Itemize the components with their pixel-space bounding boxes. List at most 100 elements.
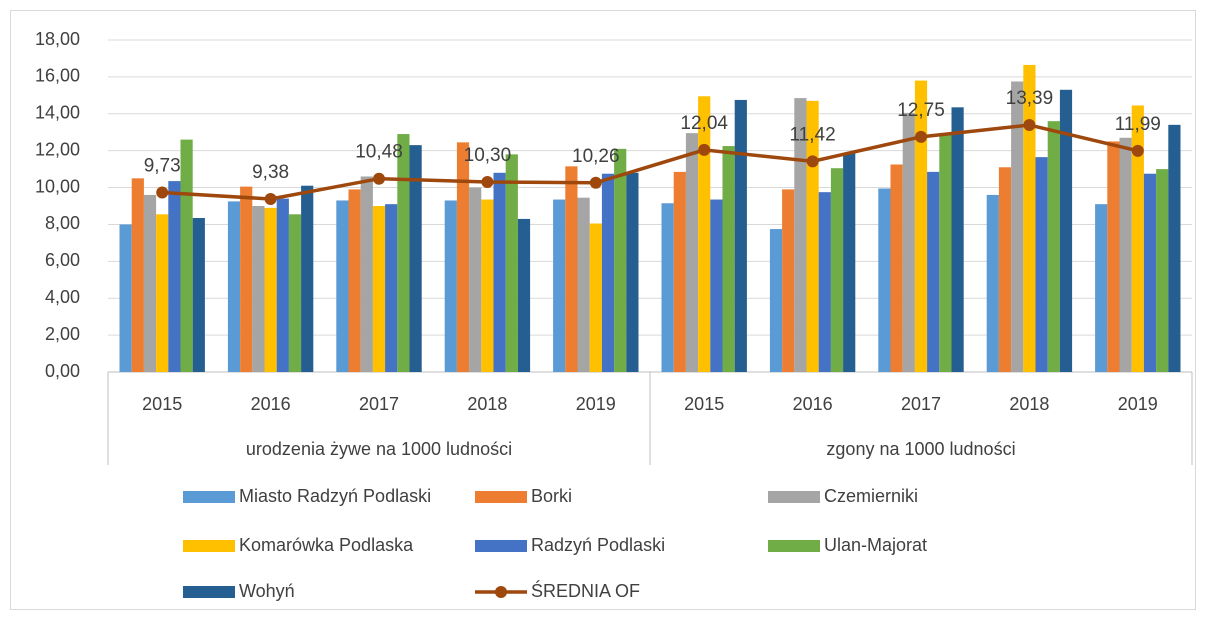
line-marker: [915, 130, 927, 143]
group-label: urodzenia żywe na 1000 ludności: [246, 439, 512, 459]
legend-swatch: [768, 491, 820, 503]
legend-label: Czemierniki: [824, 486, 918, 506]
bar: [986, 194, 999, 372]
line-marker: [156, 186, 169, 199]
group-label: zgony na 1000 ludności: [826, 439, 1015, 459]
bar: [565, 166, 578, 372]
bar: [939, 134, 952, 372]
bar: [444, 200, 457, 372]
legend-label: Ulan-Majorat: [824, 535, 927, 555]
x-tick-label: 2016: [251, 394, 291, 414]
bar: [372, 206, 386, 372]
x-tick-label: 2015: [684, 394, 724, 414]
bar: [951, 107, 964, 373]
bar: [589, 223, 602, 372]
data-label: 10,48: [355, 142, 403, 163]
data-label: 9,38: [252, 162, 289, 183]
bar: [505, 154, 518, 372]
bar: [180, 139, 193, 372]
bar: [397, 134, 410, 372]
bar: [878, 188, 891, 372]
bar: [1035, 157, 1048, 372]
y-tick-label: 2,00: [45, 324, 80, 344]
bar: [685, 133, 699, 372]
bar: [481, 199, 494, 372]
y-tick-label: 16,00: [35, 66, 80, 86]
bar: [769, 229, 783, 372]
bar: [336, 200, 349, 372]
legend-label: Wohyń: [239, 581, 295, 601]
bar: [830, 168, 844, 372]
x-tick-label: 2017: [901, 394, 941, 414]
bar: [1095, 204, 1108, 372]
bar: [1156, 169, 1169, 372]
bar: [1047, 121, 1060, 373]
bar: [227, 201, 241, 372]
bar: [890, 164, 903, 372]
bar: [698, 96, 711, 372]
legend-swatch-marker: [495, 586, 507, 598]
data-label: 13,39: [1006, 88, 1054, 109]
line: [162, 123, 1139, 201]
data-label: 9,73: [144, 156, 181, 177]
bar: [1011, 81, 1024, 372]
bar: [1107, 141, 1120, 372]
line-marker: [698, 143, 711, 156]
legend-label: Komarówka Podlaska: [239, 535, 414, 555]
bar: [276, 198, 289, 372]
y-tick-label: 6,00: [45, 250, 80, 270]
bar: [673, 171, 686, 372]
x-tick-label: 2019: [576, 394, 616, 414]
bar: [577, 197, 590, 372]
legend-swatch: [768, 540, 820, 552]
bar: [902, 112, 915, 372]
legend-label: Radzyń Podlaski: [531, 535, 665, 555]
legend-swatch: [475, 491, 527, 503]
bar: [143, 194, 157, 372]
y-tick-label: 14,00: [35, 103, 80, 123]
bar: [1143, 173, 1157, 372]
x-tick-label: 2018: [467, 394, 507, 414]
x-tick-label: 2016: [793, 394, 833, 414]
bar: [385, 204, 398, 372]
y-tick-label: 0,00: [45, 361, 80, 381]
bar: [601, 173, 615, 372]
bar: [722, 146, 735, 372]
bar: [288, 214, 302, 372]
data-label: 11,42: [790, 124, 836, 145]
bar: [1023, 64, 1036, 373]
bar: [192, 217, 205, 372]
line-marker: [481, 176, 494, 189]
data-label: 12,04: [680, 113, 728, 134]
bar: [661, 203, 674, 372]
bar: [734, 99, 747, 372]
bar: [301, 185, 314, 372]
bar: [517, 218, 531, 372]
legend-swatch: [475, 540, 527, 552]
bar: [710, 199, 723, 372]
bar: [818, 192, 831, 372]
bar: [131, 178, 144, 372]
bar: [794, 98, 807, 372]
bar: [240, 186, 253, 372]
bar: [456, 142, 470, 372]
legend-swatch: [183, 586, 235, 598]
bar: [553, 199, 566, 372]
bar: [914, 80, 928, 373]
bar: [1131, 105, 1144, 372]
data-label: 12,75: [897, 100, 945, 121]
bar: [469, 187, 482, 372]
bar: [782, 189, 795, 372]
bar: [348, 189, 361, 372]
bar: [1168, 124, 1181, 372]
y-tick-label: 18,00: [35, 29, 80, 49]
legend-swatch: [183, 491, 235, 503]
bar: [360, 176, 373, 372]
bar: [843, 153, 856, 372]
line-marker: [264, 192, 277, 205]
line-marker: [1023, 119, 1036, 132]
legend-label: ŚREDNIA OF: [531, 580, 640, 601]
x-tick-label: 2018: [1009, 394, 1049, 414]
line-marker: [373, 172, 385, 185]
